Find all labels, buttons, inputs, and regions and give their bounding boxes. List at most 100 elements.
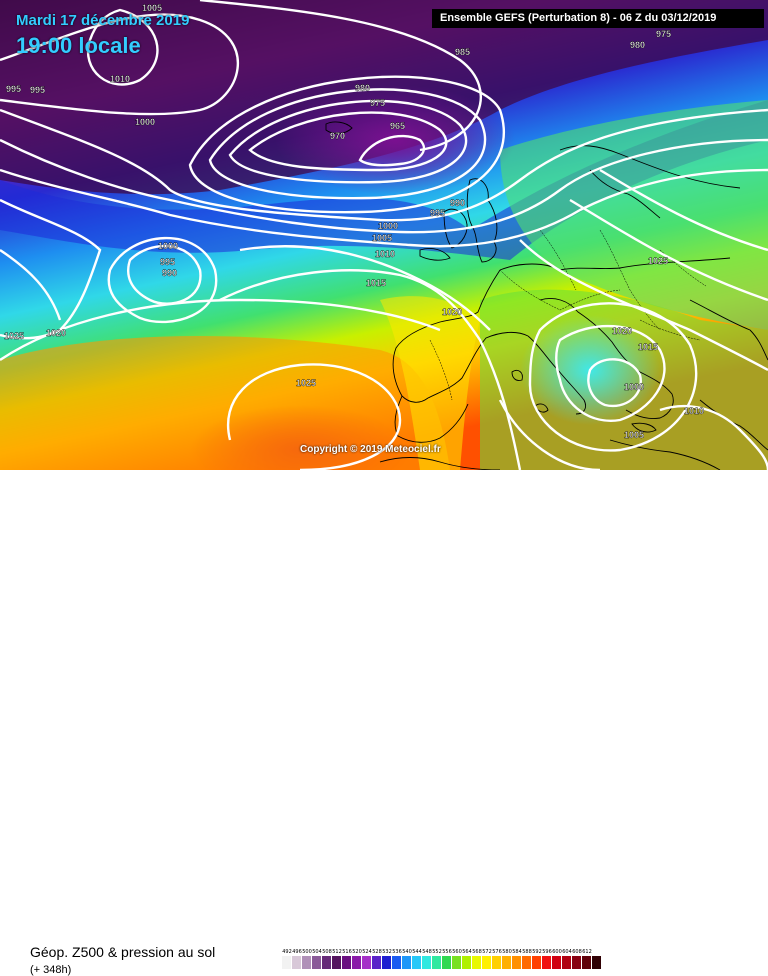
isobar-label-1020-a: 1020 [442, 307, 462, 317]
scale-swatch [382, 956, 392, 969]
isobar-label-965-a: 965 [390, 121, 405, 131]
scale-cell: 492 [282, 948, 292, 969]
color-scale: 492 496 500 504 508 512 516 520 524 528 532 536 540 5… [282, 948, 602, 969]
coastlines [325, 121, 768, 470]
isobar-label-995-c: 995 [430, 208, 445, 218]
isobar-label-990-a: 990 [450, 198, 465, 208]
scale-swatch [452, 956, 462, 969]
isobar-label-1005-b: 1005 [372, 233, 392, 243]
scale-label: 520 [352, 949, 362, 955]
scale-cell: 572 [482, 948, 492, 969]
scale-swatch [412, 956, 422, 969]
isobar-label-990-b: 990 [162, 268, 177, 278]
scale-label: 584 [512, 949, 522, 955]
scale-swatch [522, 956, 532, 969]
scale-cell: 496 [292, 948, 302, 969]
product-title: Géop. Z500 & pression au sol [30, 944, 216, 960]
scale-swatch [342, 956, 352, 969]
scale-label: 540 [402, 949, 412, 955]
scale-label: 508 [322, 949, 332, 955]
scale-swatch [362, 956, 372, 969]
scale-cell: 552 [432, 948, 442, 969]
copyright-notice: Copyright © 2019 Meteociel.fr [300, 444, 441, 455]
isobar-label-975-b: 975 [656, 29, 671, 39]
scale-swatch [302, 956, 312, 969]
isobar-label-1015-b: 1015 [638, 342, 658, 352]
scale-cell: 508 [322, 948, 332, 969]
scale-swatch [462, 956, 472, 969]
scale-label: 524 [362, 949, 372, 955]
isobar-label-1020-c: 1020 [612, 326, 632, 336]
scale-label: 604 [562, 949, 572, 955]
scale-swatch [502, 956, 512, 969]
isobar-label-1000-b: 1000 [378, 221, 398, 231]
scale-swatch [292, 956, 302, 969]
scale-cell: 612 [582, 948, 592, 969]
isobars [0, 0, 768, 470]
isobar-label-1010-c: 1010 [684, 406, 704, 416]
scale-cell: 608 [572, 948, 582, 969]
scale-label: 516 [342, 949, 352, 955]
scale-swatch [532, 956, 542, 969]
scale-cell: 584 [512, 948, 522, 969]
scale-cell: 580 [502, 948, 512, 969]
scale-cell: 596 [542, 948, 552, 969]
scale-cell: 520 [352, 948, 362, 969]
scale-label: 532 [382, 949, 392, 955]
scale-cell: 592 [532, 948, 542, 969]
isobar-label-995-b: 995 [30, 85, 45, 95]
isobar-label-1025-a: 1025 [4, 331, 24, 341]
isobar-label-995-a: 995 [6, 84, 21, 94]
isobar-label-1010-b: 1010 [375, 249, 395, 259]
scale-label: 608 [572, 949, 582, 955]
scale-label: 528 [372, 949, 382, 955]
scale-label: 588 [522, 949, 532, 955]
scale-cell: 528 [372, 948, 382, 969]
scale-label: 572 [482, 949, 492, 955]
isobar-label-975-a: 975 [370, 98, 385, 108]
scale-label: 552 [432, 949, 442, 955]
scale-swatch [442, 956, 452, 969]
scale-cell: 516 [342, 948, 352, 969]
scale-label: 600 [552, 949, 562, 955]
scale-label: 564 [462, 949, 472, 955]
scale-swatch [322, 956, 332, 969]
scale-swatch [372, 956, 382, 969]
scale-label: 592 [532, 949, 542, 955]
isobar-label-1000-c: 1000 [158, 241, 178, 251]
scale-cell: 524 [362, 948, 372, 969]
scale-swatch [482, 956, 492, 969]
isobar-label-970-a: 970 [330, 131, 345, 141]
scale-cell: 564 [462, 948, 472, 969]
scale-swatch [422, 956, 432, 969]
isobar-label-980-b: 980 [630, 40, 645, 50]
scale-cell: 504 [312, 948, 322, 969]
isobar-label-1005-a: 1005 [142, 3, 162, 13]
scale-cell: 556 [442, 948, 452, 969]
scale-cell: 544 [412, 948, 422, 969]
isobar-label-1025-c: 1025 [648, 256, 668, 266]
scale-swatch [402, 956, 412, 969]
scale-cell: 576 [492, 948, 502, 969]
scale-cell: 500 [302, 948, 312, 969]
scale-cell: 540 [402, 948, 412, 969]
isobar-label-1000-d: 1000 [624, 382, 644, 392]
scale-swatch [542, 956, 552, 969]
scale-cell: 532 [382, 948, 392, 969]
scale-label: 580 [502, 949, 512, 955]
map-time-title: 19:00 locale [16, 33, 141, 58]
scale-swatch [392, 956, 402, 969]
scale-cell: 512 [332, 948, 342, 969]
lead-time: (+ 348h) [30, 964, 72, 976]
scale-swatch [282, 956, 292, 969]
scale-cell: 548 [422, 948, 432, 969]
scale-cell: 536 [392, 948, 402, 969]
isobar-label-1020-b: 1020 [46, 328, 66, 338]
weather-map: 1005 1010 995 995 1000 985 980 975 970 965 980 975 9… [0, 0, 768, 470]
isobar-label-1010-a: 1010 [110, 74, 130, 84]
scale-cell: 600 [552, 948, 562, 969]
scale-label: 568 [472, 949, 482, 955]
scale-swatch [332, 956, 342, 969]
isobar-label-1025-b: 1025 [296, 378, 316, 388]
